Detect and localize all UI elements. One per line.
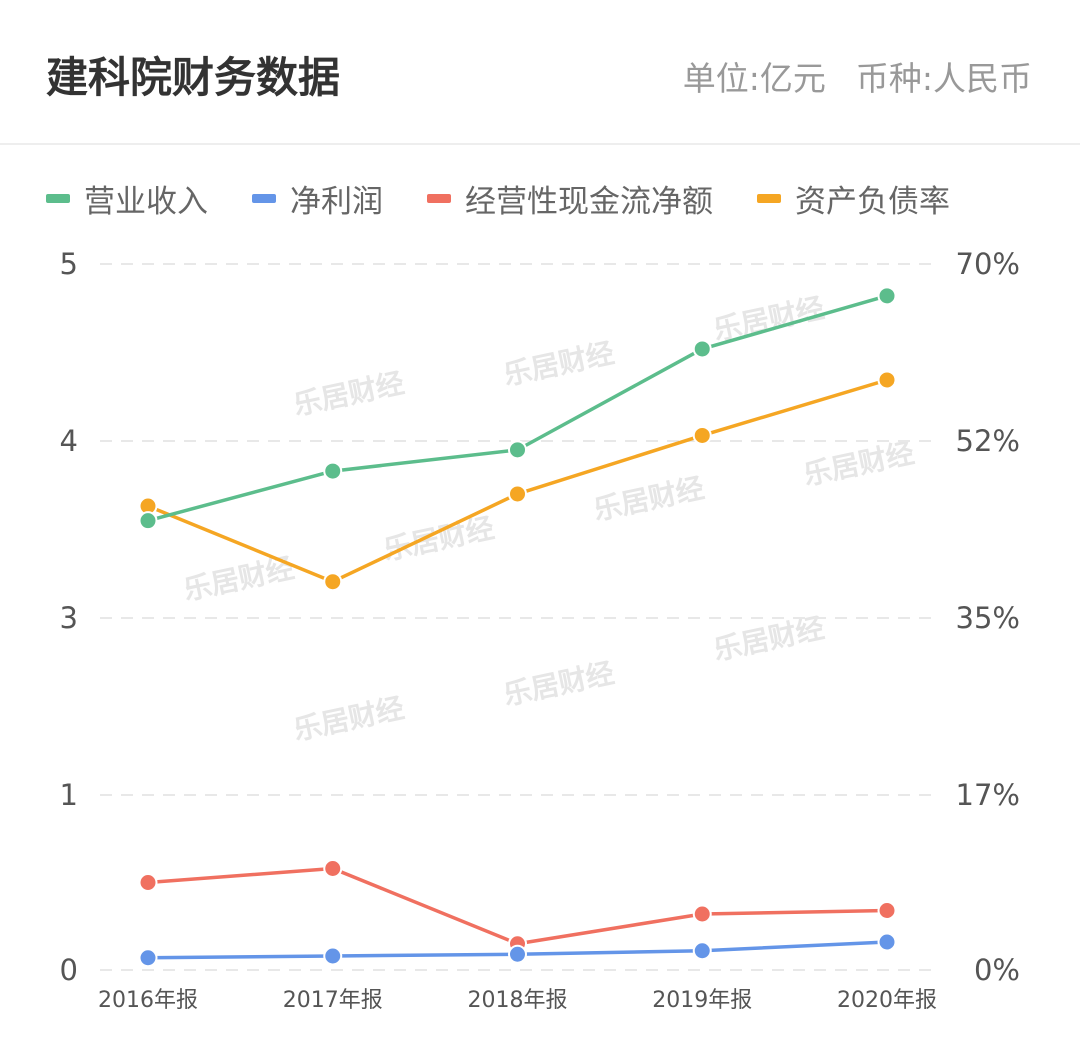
chart-meta: 单位:亿元 币种:人民币	[683, 52, 1032, 100]
x-tick-label: 2019年报	[652, 988, 752, 1013]
chart-legend: 营业收入 净利润 经营性现金流净额 资产负债率	[46, 176, 994, 220]
legend-label-net-profit: 净利润	[290, 183, 383, 220]
watermark-text: 乐居财经	[501, 656, 617, 712]
legend-item-net-profit[interactable]: 净利润	[252, 176, 383, 221]
x-tick-label: 2020年报	[837, 988, 937, 1013]
series-line-operating-cash-flow	[147, 866, 888, 946]
left-axis: 0 1 3 4 5	[60, 247, 78, 987]
left-tick-label: 5	[60, 247, 78, 281]
legend-item-revenue[interactable]: 营业收入	[46, 176, 208, 221]
watermark-text: 乐居财经	[291, 691, 407, 747]
data-point-net-profit[interactable]	[877, 932, 897, 952]
left-tick-label: 1	[60, 778, 78, 812]
data-point-operating-cash-flow[interactable]	[877, 901, 897, 920]
data-point-net-profit[interactable]	[508, 944, 527, 964]
data-point-debt-ratio[interactable]	[877, 370, 897, 390]
data-point-debt-ratio[interactable]	[323, 572, 343, 592]
data-point-debt-ratio[interactable]	[692, 425, 712, 445]
legend-swatch-operating-cash-flow	[427, 193, 451, 203]
watermark-text: 乐居财经	[501, 336, 617, 392]
right-axis: 0% 17% 35% 52% 70%	[956, 247, 1020, 987]
watermark-text: 乐居财经	[591, 471, 707, 527]
x-axis: 2016年报 2017年报 2018年报 2019年报 2020年报	[98, 988, 937, 1013]
series-line-debt-ratio	[147, 378, 888, 584]
legend-item-operating-cash-flow[interactable]: 经营性现金流净额	[427, 176, 713, 221]
data-point-net-profit[interactable]	[138, 948, 158, 968]
legend-swatch-debt-ratio	[757, 193, 781, 203]
legend-label-revenue: 营业收入	[84, 183, 208, 220]
watermark-text: 乐居财经	[711, 611, 827, 667]
series-debt-ratio	[138, 370, 897, 592]
currency-label: 币种:人民币	[855, 59, 1032, 98]
x-tick-label: 2018年报	[468, 988, 568, 1013]
chart-title: 建科院财务数据	[46, 53, 341, 102]
legend-label-operating-cash-flow: 经营性现金流净额	[465, 183, 713, 220]
data-point-revenue[interactable]	[138, 511, 158, 531]
series-revenue	[138, 286, 897, 531]
data-point-revenue[interactable]	[323, 461, 343, 481]
watermark-text: 乐居财经	[291, 366, 407, 422]
right-tick-label: 0%	[974, 953, 1020, 987]
watermark-text: 乐居财经	[381, 511, 497, 567]
right-tick-label: 35%	[956, 601, 1020, 635]
left-tick-label: 0	[60, 953, 78, 987]
legend-label-debt-ratio: 资产负债率	[795, 183, 950, 220]
data-point-operating-cash-flow[interactable]	[692, 904, 712, 924]
data-point-net-profit[interactable]	[323, 946, 343, 966]
right-tick-label: 17%	[956, 778, 1020, 812]
right-tick-label: 52%	[956, 424, 1020, 458]
x-tick-label: 2016年报	[98, 988, 198, 1013]
data-point-net-profit[interactable]	[692, 941, 712, 961]
unit-label: 单位:亿元	[682, 59, 826, 98]
data-point-operating-cash-flow[interactable]	[138, 873, 158, 892]
legend-item-debt-ratio[interactable]: 资产负债率	[757, 176, 950, 221]
legend-swatch-net-profit	[252, 193, 276, 203]
data-point-revenue[interactable]	[877, 286, 897, 306]
series-operating-cash-flow	[138, 859, 897, 954]
data-point-debt-ratio[interactable]	[508, 484, 527, 504]
chart-header: 建科院财务数据 单位:亿元 币种:人民币	[0, 0, 1080, 145]
left-tick-label: 3	[60, 601, 78, 635]
data-point-revenue[interactable]	[508, 440, 527, 460]
x-tick-label: 2017年报	[283, 988, 383, 1013]
series-net-profit	[138, 932, 897, 968]
data-point-revenue[interactable]	[692, 339, 712, 359]
right-tick-label: 70%	[956, 247, 1020, 281]
data-point-operating-cash-flow[interactable]	[323, 859, 343, 878]
legend-swatch-revenue	[46, 193, 70, 203]
watermark-text: 乐居财经	[801, 436, 917, 492]
left-tick-label: 4	[60, 424, 78, 458]
